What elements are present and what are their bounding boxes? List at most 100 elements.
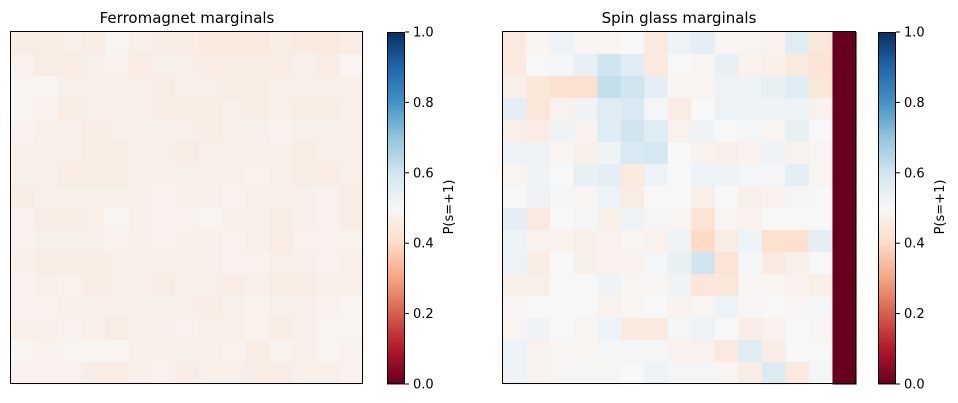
heatmap-cell bbox=[573, 186, 598, 209]
heatmap-cell bbox=[104, 186, 129, 209]
heatmap-cell bbox=[573, 252, 598, 275]
heatmap-cell bbox=[316, 98, 341, 121]
colorbar-swatch bbox=[387, 257, 405, 262]
colorbar-swatch bbox=[878, 117, 896, 121]
spin-glass-heatmap bbox=[503, 32, 857, 385]
heatmap-cell bbox=[104, 208, 129, 231]
heatmap-cell bbox=[597, 296, 622, 319]
colorbar-swatch bbox=[878, 128, 896, 133]
heatmap-cell bbox=[761, 142, 786, 165]
colorbar-swatch bbox=[387, 208, 405, 212]
heatmap-cell bbox=[316, 142, 341, 165]
colorbar-swatch bbox=[387, 246, 405, 250]
heatmap-cell bbox=[761, 362, 786, 385]
colorbar-swatch bbox=[387, 155, 405, 159]
colorbar-swatch bbox=[387, 76, 405, 80]
heatmap-cell bbox=[785, 164, 810, 187]
heatmap-cell bbox=[714, 274, 739, 297]
heatmap-cell bbox=[808, 208, 834, 231]
colorbar-swatch bbox=[878, 146, 896, 150]
colorbar-swatch bbox=[878, 125, 896, 130]
heatmap-cell bbox=[832, 230, 857, 253]
colorbar-swatch bbox=[878, 269, 896, 274]
heatmap-cell bbox=[128, 186, 153, 209]
heatmap-cell bbox=[128, 296, 153, 319]
heatmap-cell bbox=[808, 98, 834, 121]
colorbar-swatch bbox=[878, 310, 896, 315]
heatmap-cell bbox=[573, 362, 598, 385]
heatmap-cell bbox=[503, 32, 528, 55]
colorbar-swatch bbox=[387, 298, 405, 303]
heatmap-cell bbox=[620, 164, 645, 187]
heatmap-cell bbox=[503, 76, 528, 99]
heatmap-cell bbox=[761, 120, 786, 143]
colorbar-swatch bbox=[878, 378, 896, 382]
colorbar-swatch bbox=[387, 164, 405, 168]
heatmap-cell bbox=[808, 362, 834, 385]
heatmap-cell bbox=[667, 208, 692, 231]
heatmap-cell bbox=[57, 362, 82, 385]
colorbar-swatch bbox=[387, 199, 405, 203]
heatmap-cell bbox=[81, 362, 106, 385]
heatmap-cell bbox=[667, 164, 692, 187]
colorbar-swatch bbox=[878, 149, 896, 153]
heatmap-cell bbox=[11, 164, 36, 187]
colorbar-swatch bbox=[878, 351, 896, 356]
heatmap-cell bbox=[738, 32, 763, 55]
colorbar-swatch bbox=[878, 234, 896, 238]
colorbar-swatch bbox=[878, 325, 896, 329]
heatmap-cell bbox=[222, 164, 247, 187]
heatmap-cell bbox=[81, 142, 106, 165]
heatmap-cell bbox=[573, 54, 598, 77]
heatmap-cell bbox=[573, 76, 598, 99]
heatmap-cell bbox=[151, 318, 176, 341]
heatmap-cell bbox=[644, 32, 669, 55]
heatmap-cell bbox=[526, 164, 551, 187]
colorbar-swatch bbox=[878, 342, 896, 347]
heatmap-cell bbox=[620, 98, 645, 121]
heatmap-cell bbox=[691, 208, 716, 231]
heatmap-cell bbox=[104, 296, 129, 319]
colorbar-swatch bbox=[878, 87, 896, 92]
colorbar-swatch bbox=[387, 61, 405, 65]
colorbar-swatch bbox=[878, 296, 896, 300]
heatmap-cell bbox=[81, 208, 106, 231]
heatmap-cell bbox=[761, 54, 786, 77]
heatmap-cell bbox=[34, 164, 59, 187]
heatmap-cell bbox=[550, 318, 575, 341]
heatmap-cell bbox=[832, 54, 857, 77]
colorbar-swatch bbox=[878, 278, 896, 282]
colorbar-swatch bbox=[878, 193, 896, 197]
heatmap-cell bbox=[832, 252, 857, 275]
colorbar-swatch bbox=[878, 155, 896, 159]
heatmap-cell bbox=[785, 208, 810, 231]
heatmap-cell bbox=[573, 32, 598, 55]
heatmap-cell bbox=[316, 296, 341, 319]
heatmap-cell bbox=[714, 230, 739, 253]
heatmap-cell bbox=[245, 54, 270, 77]
heatmap-cell bbox=[714, 318, 739, 341]
colorbar-swatch bbox=[387, 340, 405, 344]
colorbar-swatch bbox=[387, 87, 405, 92]
heatmap-cell bbox=[738, 164, 763, 187]
colorbar-swatch bbox=[878, 34, 896, 39]
heatmap-cell bbox=[761, 318, 786, 341]
heatmap-cell bbox=[34, 252, 59, 275]
heatmap-cell bbox=[11, 340, 36, 363]
colorbar-swatch bbox=[387, 290, 405, 294]
colorbar-swatch bbox=[878, 237, 896, 241]
heatmap-cell bbox=[550, 120, 575, 143]
heatmap-cell bbox=[151, 32, 176, 55]
heatmap-cell bbox=[620, 142, 645, 165]
heatmap-cell bbox=[691, 98, 716, 121]
heatmap-cell bbox=[222, 318, 247, 341]
heatmap-cell bbox=[198, 230, 223, 253]
heatmap-cell bbox=[34, 98, 59, 121]
heatmap-cell bbox=[808, 318, 834, 341]
heatmap-cell bbox=[339, 252, 364, 275]
colorbar-swatch bbox=[387, 266, 405, 271]
heatmap-cell bbox=[222, 340, 247, 363]
heatmap-cell bbox=[222, 54, 247, 77]
heatmap-cell bbox=[339, 318, 364, 341]
heatmap-cell bbox=[245, 98, 270, 121]
